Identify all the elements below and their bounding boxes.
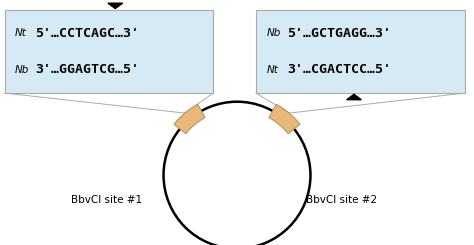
Polygon shape bbox=[174, 104, 205, 134]
Text: Nb: Nb bbox=[266, 28, 281, 38]
Text: 3'…GGAGTCG…5': 3'…GGAGTCG…5' bbox=[36, 63, 139, 76]
Text: Nt: Nt bbox=[266, 65, 278, 75]
Text: BbvCI site #1: BbvCI site #1 bbox=[71, 195, 142, 205]
Text: 5'…CCTCAGC…3': 5'…CCTCAGC…3' bbox=[36, 27, 139, 40]
Polygon shape bbox=[346, 94, 361, 100]
Text: Nt: Nt bbox=[15, 28, 27, 38]
Polygon shape bbox=[108, 3, 123, 9]
FancyBboxPatch shape bbox=[5, 10, 213, 93]
Text: Nb: Nb bbox=[15, 65, 29, 75]
Text: 3'…CGACTCC…5': 3'…CGACTCC…5' bbox=[287, 63, 391, 76]
Polygon shape bbox=[269, 104, 300, 134]
FancyBboxPatch shape bbox=[256, 10, 465, 93]
Text: 5'…GCTGAGG…3': 5'…GCTGAGG…3' bbox=[287, 27, 391, 40]
Text: BbvCI site #2: BbvCI site #2 bbox=[306, 195, 377, 205]
